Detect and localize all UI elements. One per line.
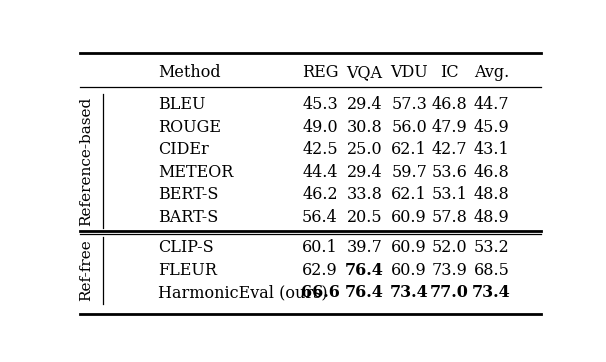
Text: 44.7: 44.7 [473,96,509,113]
Text: 46.8: 46.8 [473,164,509,181]
Text: 56.4: 56.4 [302,209,338,226]
Text: 59.7: 59.7 [391,164,427,181]
Text: 30.8: 30.8 [347,119,382,136]
Text: 60.9: 60.9 [391,239,427,256]
Text: METEOR: METEOR [158,164,233,181]
Text: BLEU: BLEU [158,96,205,113]
Text: 73.9: 73.9 [431,262,467,279]
Text: 62.1: 62.1 [391,186,427,203]
Text: 60.1: 60.1 [302,239,338,256]
Text: 57.8: 57.8 [431,209,467,226]
Text: 53.6: 53.6 [431,164,467,181]
Text: 45.9: 45.9 [473,119,509,136]
Text: 62.1: 62.1 [391,141,427,158]
Text: Reference-based: Reference-based [79,96,93,226]
Text: 53.1: 53.1 [431,186,467,203]
Text: ROUGE: ROUGE [158,119,221,136]
Text: 60.9: 60.9 [391,209,427,226]
Text: Method: Method [158,64,221,81]
Text: 44.4: 44.4 [302,164,338,181]
Text: 66.6: 66.6 [301,284,339,301]
Text: 20.5: 20.5 [347,209,382,226]
Text: 49.0: 49.0 [302,119,338,136]
Text: 42.7: 42.7 [431,141,467,158]
Text: 76.4: 76.4 [345,262,384,279]
Text: 47.9: 47.9 [431,119,467,136]
Text: 56.0: 56.0 [391,119,427,136]
Text: 77.0: 77.0 [430,284,468,301]
Text: 52.0: 52.0 [431,239,467,256]
Text: 43.1: 43.1 [473,141,509,158]
Text: CIDEr: CIDEr [158,141,208,158]
Text: 29.4: 29.4 [347,164,382,181]
Text: 39.7: 39.7 [347,239,382,256]
Text: 46.2: 46.2 [302,186,338,203]
Text: 48.9: 48.9 [473,209,509,226]
Text: VQA: VQA [347,64,382,81]
Text: 42.5: 42.5 [302,141,338,158]
Text: 68.5: 68.5 [473,262,509,279]
Text: BERT-S: BERT-S [158,186,218,203]
Text: FLEUR: FLEUR [158,262,217,279]
Text: IC: IC [440,64,458,81]
Text: 76.4: 76.4 [345,284,384,301]
Text: 57.3: 57.3 [391,96,427,113]
Text: 73.4: 73.4 [390,284,428,301]
Text: 45.3: 45.3 [302,96,338,113]
Text: 73.4: 73.4 [472,284,511,301]
Text: Avg.: Avg. [474,64,509,81]
Text: 46.8: 46.8 [431,96,467,113]
Text: 25.0: 25.0 [347,141,382,158]
Text: 33.8: 33.8 [347,186,382,203]
Text: 62.9: 62.9 [302,262,338,279]
Text: VDU: VDU [390,64,428,81]
Text: Ref-free: Ref-free [79,240,93,301]
Text: 48.8: 48.8 [473,186,509,203]
Text: HarmonicEval (ours): HarmonicEval (ours) [158,284,328,301]
Text: CLIP-S: CLIP-S [158,239,213,256]
Text: REG: REG [302,64,338,81]
Text: 60.9: 60.9 [391,262,427,279]
Text: 29.4: 29.4 [347,96,382,113]
Text: BART-S: BART-S [158,209,218,226]
Text: 53.2: 53.2 [473,239,509,256]
